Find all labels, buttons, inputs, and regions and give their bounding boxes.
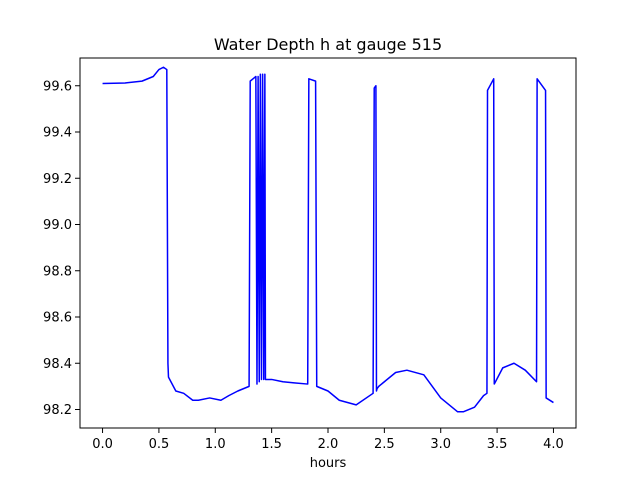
x-tick-label: 3.0: [430, 437, 451, 452]
y-tick-label: 99.2: [43, 172, 72, 187]
x-tick-label: 2.0: [318, 437, 339, 452]
x-tick-label: 0.5: [149, 437, 170, 452]
y-tick-label: 98.8: [43, 264, 72, 279]
x-tick-label: 4.0: [543, 437, 564, 452]
y-tick-label: 98.4: [43, 357, 72, 372]
y-tick-label: 99.6: [43, 79, 72, 94]
series-layer: [102, 66, 554, 413]
y-tick-label: 99.4: [43, 126, 72, 141]
series-line-1: [102, 66, 554, 413]
y-axis: 98.2 98.4 98.6 98.8 99.0 99.2 99.4 99.6: [43, 79, 80, 418]
chart-title: Water Depth h at gauge 515: [214, 35, 442, 54]
y-tick-label: 98.2: [43, 403, 72, 418]
x-tick-label: 1.5: [261, 437, 282, 452]
x-tick-label: 2.5: [374, 437, 395, 452]
x-axis: 0.0 0.5 1.0 1.5 2.0 2.5 3.0 3.5 4.0: [92, 428, 564, 452]
x-tick-label: 0.0: [92, 437, 113, 452]
y-tick-label: 99.0: [43, 218, 72, 233]
x-tick-label: 1.0: [205, 437, 226, 452]
x-tick-label: 3.5: [487, 437, 508, 452]
x-axis-label: hours: [310, 456, 347, 471]
y-tick-label: 98.6: [43, 311, 72, 326]
